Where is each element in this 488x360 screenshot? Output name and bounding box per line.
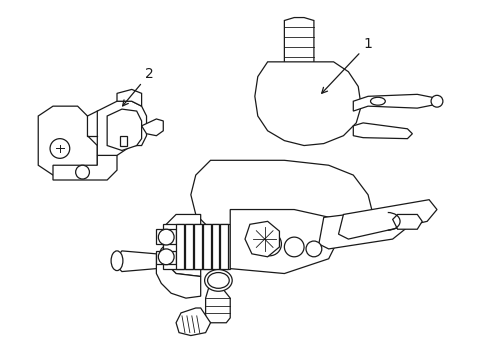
Polygon shape <box>211 224 219 269</box>
Polygon shape <box>352 123 411 139</box>
Polygon shape <box>205 288 230 323</box>
Polygon shape <box>352 94 436 111</box>
Circle shape <box>158 229 174 245</box>
Polygon shape <box>193 224 201 269</box>
Ellipse shape <box>111 251 122 271</box>
Polygon shape <box>53 156 117 180</box>
Ellipse shape <box>370 97 385 105</box>
Polygon shape <box>190 160 372 244</box>
Ellipse shape <box>430 95 442 107</box>
Polygon shape <box>97 101 146 156</box>
Polygon shape <box>220 224 228 269</box>
Polygon shape <box>284 18 313 72</box>
Polygon shape <box>107 109 142 150</box>
Polygon shape <box>38 106 97 175</box>
Circle shape <box>158 249 174 265</box>
Circle shape <box>76 165 89 179</box>
Circle shape <box>257 232 281 256</box>
Polygon shape <box>176 308 210 336</box>
Polygon shape <box>392 215 421 229</box>
Polygon shape <box>163 215 200 276</box>
Ellipse shape <box>207 273 229 288</box>
Polygon shape <box>163 224 230 269</box>
Polygon shape <box>117 251 156 271</box>
Circle shape <box>305 241 321 257</box>
Polygon shape <box>120 136 126 145</box>
Ellipse shape <box>204 270 232 291</box>
Polygon shape <box>254 62 361 145</box>
Polygon shape <box>142 119 163 136</box>
Polygon shape <box>318 210 407 249</box>
Polygon shape <box>176 224 183 269</box>
Circle shape <box>50 139 70 158</box>
Text: 2: 2 <box>122 67 154 106</box>
Polygon shape <box>184 224 192 269</box>
Polygon shape <box>244 221 279 257</box>
Circle shape <box>284 237 304 257</box>
Polygon shape <box>202 224 210 269</box>
Polygon shape <box>117 89 142 106</box>
Polygon shape <box>156 251 176 264</box>
Text: 1: 1 <box>321 37 372 93</box>
Polygon shape <box>230 210 338 274</box>
Polygon shape <box>156 229 176 244</box>
Polygon shape <box>156 244 200 298</box>
Polygon shape <box>338 200 436 239</box>
